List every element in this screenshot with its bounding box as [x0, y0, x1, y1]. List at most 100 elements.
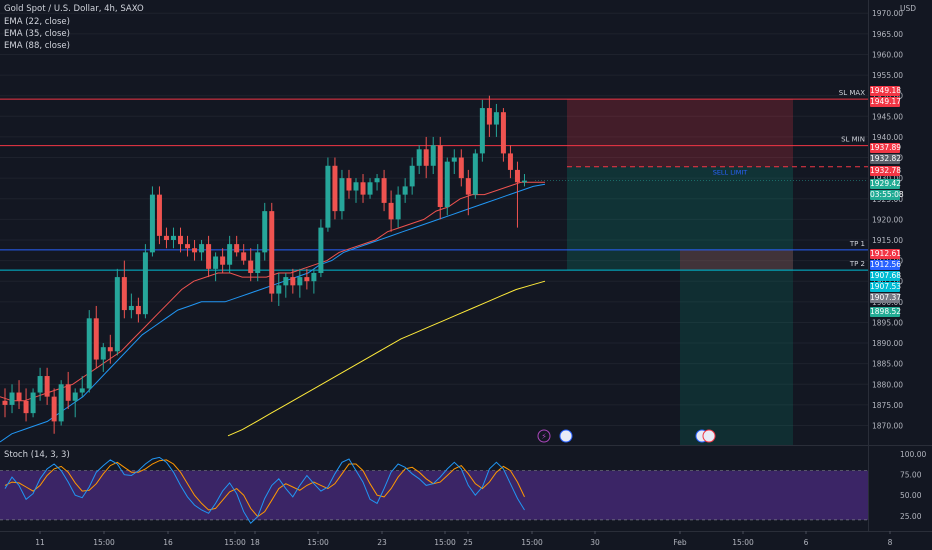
lightning-event-icon[interactable]: [537, 429, 551, 443]
time-tick-label: 15:00: [434, 538, 456, 547]
candle-body: [479, 108, 485, 154]
price-axis-label: 1898.52: [870, 307, 902, 317]
candle-body: [178, 235, 183, 245]
stoch-axis[interactable]: 25.00 50.00 75.00 100.00: [900, 450, 926, 521]
candle-body: [374, 178, 380, 183]
ema-88-line: [227, 280, 546, 437]
candle-body: [290, 277, 296, 286]
price-tick-label: 1965.00: [872, 30, 903, 39]
candle-body: [114, 277, 120, 352]
currency-label: USD: [900, 4, 916, 13]
candle-body: [304, 277, 310, 282]
price-tick-label: 1955.00: [872, 71, 903, 80]
us-flag-event-icon[interactable]: [559, 429, 573, 443]
price-axis-label: 1932.78: [870, 166, 902, 176]
stoch-band: [0, 470, 868, 520]
symbol-legend[interactable]: Gold Spot / U.S. Dollar, 4h, SAXO: [4, 4, 144, 14]
time-tick-label: 15:00: [521, 538, 543, 547]
stoch-tick-label: 50.00: [900, 491, 922, 500]
price-axis-label: 1949.17: [870, 97, 902, 107]
price-tick-label: 1895.00: [872, 318, 903, 327]
candle-body: [86, 318, 92, 389]
candle-body: [451, 157, 457, 162]
candle-body: [465, 178, 471, 195]
candle-body: [170, 235, 176, 240]
risk-zone-secondary[interactable]: [680, 249, 793, 271]
price-axis-label: 1937.89: [870, 143, 902, 153]
candle-body: [409, 165, 415, 187]
price-axis-label: 03:55:08: [870, 190, 904, 200]
price-tick-label: 1885.00: [872, 360, 903, 369]
time-tick-label: 30: [590, 538, 600, 547]
candle-body: [128, 305, 134, 311]
candles[interactable]: [2, 95, 527, 434]
sell-limit-label: SELL LIMIT: [713, 169, 748, 177]
candle-body: [248, 260, 254, 273]
candle-body: [93, 318, 99, 360]
level-name-label: TP 2: [849, 260, 865, 268]
price-axis-label: 1912.56: [870, 260, 902, 270]
candle-body: [135, 305, 141, 315]
time-tick-label: 6: [804, 538, 809, 547]
candle-body: [486, 108, 492, 125]
ema-88-legend[interactable]: EMA (88, close): [4, 41, 70, 51]
candle-body: [23, 400, 29, 414]
reward-zone[interactable]: [567, 166, 793, 271]
event-markers[interactable]: ⚡: [537, 429, 716, 443]
candle-body: [493, 112, 499, 125]
candle-body: [388, 202, 394, 220]
time-tick-label: 11: [35, 538, 45, 547]
candle-body: [353, 182, 359, 191]
candle-body: [100, 347, 106, 360]
price-axis-label: 1932.82: [870, 154, 902, 164]
time-tick-label: 18: [250, 538, 260, 547]
stoch-k-line: [4, 456, 525, 524]
time-tick-label: 25: [463, 538, 473, 547]
candle-body: [163, 235, 169, 240]
time-tick-label: 8: [888, 538, 893, 547]
candle-body: [79, 388, 85, 393]
candle-body: [444, 161, 450, 208]
us-flag-event-icon[interactable]: [702, 429, 716, 443]
price-axis[interactable]: 1870.00 1875.00 1880.00 1885.00 1890.00 1895.…: [872, 9, 903, 430]
stoch-tick-label: 25.00: [900, 512, 922, 521]
reward-zone-secondary[interactable]: [680, 270, 793, 445]
candle-body: [318, 227, 324, 273]
ema-35-legend[interactable]: EMA (35, close): [4, 29, 70, 39]
level-name-label: TP 1: [849, 240, 865, 248]
price-tick-label: 1970.00: [872, 9, 903, 18]
candle-body: [472, 153, 478, 195]
horizontal-levels[interactable]: SL MAX SL MIN TP 1 TP 2: [0, 89, 868, 271]
candle-body: [339, 178, 345, 212]
price-axis-label: 1907.53: [870, 282, 902, 292]
stoch-tick-label: 100.00: [900, 450, 926, 459]
price-tick-label: 1945.00: [872, 112, 903, 121]
candle-body: [262, 211, 268, 253]
time-tick-label: Feb: [673, 538, 687, 547]
lightning-glyph: ⚡: [541, 432, 547, 441]
candle-body: [121, 277, 127, 311]
candle-body: [507, 153, 513, 170]
stoch-legend[interactable]: Stoch (14, 3, 3): [4, 450, 70, 460]
price-tick-label: 1930.00: [872, 174, 903, 183]
candle-body: [156, 194, 162, 236]
candle-body: [395, 194, 401, 220]
candle-body: [346, 178, 352, 191]
candle-body: [500, 112, 506, 154]
candle-body: [192, 248, 198, 253]
ema-22-legend[interactable]: EMA (22, close): [4, 17, 70, 27]
candle-body: [199, 244, 205, 253]
candle-body: [51, 396, 57, 422]
time-axis[interactable]: 11 15:00 16 15:00 18 15:00 23 15:00 25 15:00 30 Feb…: [35, 531, 893, 547]
candle-body: [9, 392, 15, 405]
candle-body: [234, 244, 240, 253]
candle-body: [255, 252, 261, 273]
time-tick-label: 23: [377, 538, 387, 547]
price-tick-label: 1915.00: [872, 236, 903, 245]
stoch-tick-label: 75.00: [900, 471, 922, 480]
risk-zone[interactable]: [567, 99, 793, 167]
time-tick-label: 15:00: [224, 538, 246, 547]
candle-body: [381, 178, 387, 203]
candle-body: [283, 277, 289, 286]
